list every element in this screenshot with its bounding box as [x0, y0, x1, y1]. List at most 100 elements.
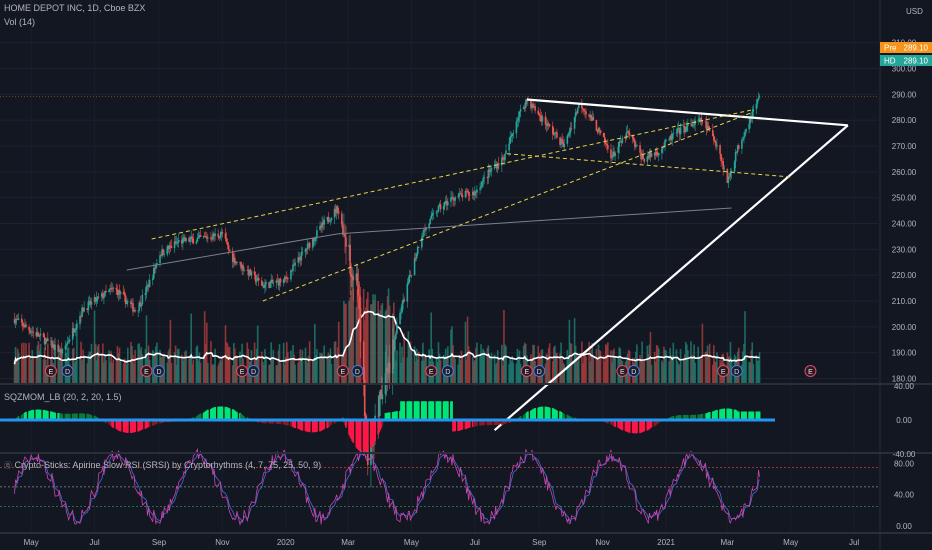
volume-bar — [352, 288, 355, 383]
momentum-bar — [646, 420, 649, 431]
volume-bar — [488, 357, 491, 383]
candle-body — [342, 224, 344, 235]
volume-bar — [152, 351, 155, 383]
momentum-bar — [399, 410, 401, 420]
volume-bar — [218, 362, 221, 383]
candle-body — [735, 151, 738, 153]
momentum-bar — [363, 420, 366, 453]
volume-bar — [755, 355, 758, 383]
momentum-bar — [304, 420, 307, 432]
momentum-bar — [756, 411, 759, 420]
candle-body — [566, 135, 569, 144]
candle-body — [118, 290, 121, 295]
candle-body — [190, 236, 192, 240]
event-marker-earnings — [717, 365, 730, 377]
volume-bar — [337, 321, 340, 383]
candle-body — [465, 191, 468, 192]
momentum-bar — [400, 401, 402, 420]
candle-body — [606, 143, 608, 146]
volume-bar — [585, 356, 587, 383]
volume-bar — [518, 350, 521, 383]
trendline-support-dashed — [507, 153, 791, 178]
candle-body — [588, 114, 590, 117]
momentum-bar — [473, 420, 476, 427]
momentum-bar — [626, 420, 629, 433]
momentum-bar — [540, 406, 543, 420]
candle-body — [494, 164, 497, 167]
momentum-bar — [316, 420, 318, 432]
candle-body — [439, 204, 442, 210]
volume-bar — [401, 346, 403, 383]
candle-body — [639, 145, 641, 153]
momentum-bar — [125, 420, 128, 433]
volume-bar — [749, 362, 751, 383]
momentum-bar — [544, 406, 547, 420]
candle-body — [385, 367, 388, 374]
volume-bar — [358, 299, 361, 383]
momentum-bar — [425, 401, 427, 420]
momentum-bar — [745, 411, 747, 420]
volume-bar — [268, 364, 270, 383]
volume-bar — [329, 348, 332, 383]
candle-body — [597, 128, 600, 133]
volume-bar — [59, 355, 62, 383]
momentum-bar — [546, 406, 549, 420]
candle-body — [493, 166, 496, 169]
event-marker-label: E — [524, 369, 529, 376]
volume-bar — [220, 361, 223, 383]
candle-body — [161, 249, 163, 256]
candle-body — [304, 248, 307, 253]
momentum-bar — [432, 401, 435, 420]
momentum-bar — [632, 420, 635, 434]
volume-bar — [247, 348, 250, 383]
candle-body — [148, 279, 151, 288]
volume-bar — [403, 333, 405, 383]
volume-bar — [454, 358, 456, 383]
momentum-bar — [647, 420, 650, 430]
volume-bar — [438, 353, 441, 383]
candle-body — [183, 237, 185, 239]
candle-body — [573, 117, 576, 129]
volume-bar — [370, 304, 372, 383]
candle-body — [614, 152, 616, 157]
candle-body — [451, 196, 453, 198]
momentum-bar — [751, 411, 754, 420]
candle-body — [707, 125, 710, 130]
candle-body — [50, 340, 52, 342]
momentum-bar — [380, 420, 383, 428]
candle-body — [327, 217, 330, 222]
momentum-bar — [87, 414, 90, 420]
momentum-bar — [392, 411, 395, 420]
volume-bar — [553, 347, 555, 383]
momentum-bar — [374, 420, 376, 441]
volume-bar — [676, 361, 679, 383]
momentum-bar — [203, 411, 206, 420]
candle-body — [414, 258, 417, 259]
volume-bar — [316, 349, 318, 383]
momentum-bar — [228, 408, 231, 420]
momentum-bar — [124, 420, 127, 433]
candle-body — [322, 222, 324, 225]
volume-bar — [253, 342, 256, 383]
volume-bar — [683, 354, 686, 383]
candle-body — [262, 285, 264, 287]
candle-body — [38, 335, 41, 337]
volume-bar — [643, 360, 646, 383]
candle-body — [203, 236, 206, 237]
volume-bar — [37, 341, 40, 383]
volume-bar — [416, 359, 419, 383]
momentum-bar — [159, 420, 161, 424]
candle-body — [15, 319, 18, 320]
candle-body — [205, 236, 208, 239]
volume-bar — [607, 342, 609, 383]
momentum-bar — [59, 413, 62, 420]
candle-body — [721, 160, 723, 162]
candle-body — [197, 236, 200, 239]
momentum-bar — [691, 414, 693, 420]
candle-body — [80, 315, 82, 317]
volume-bar — [269, 364, 271, 383]
momentum-bar — [445, 401, 448, 420]
candle-body — [563, 143, 566, 148]
momentum-bar — [414, 401, 417, 420]
momentum-bar — [314, 420, 317, 433]
